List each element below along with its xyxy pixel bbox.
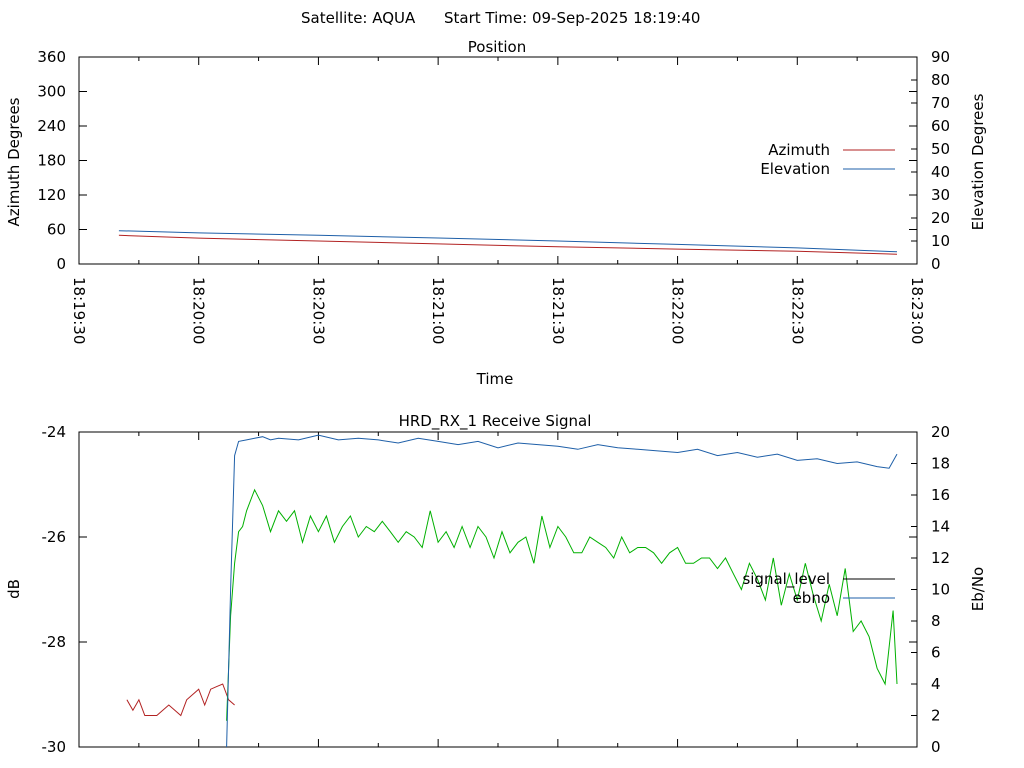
legend-label: ebno: [793, 589, 830, 607]
y2-tick-label: 40: [931, 163, 950, 181]
x-tick-label: 18:21:00: [429, 277, 447, 344]
y2-tick-label: 70: [931, 94, 950, 112]
y2-tick-label: 18: [931, 455, 950, 473]
position-chart: Position Azimuth Degrees Elevation Degre…: [5, 38, 987, 388]
y2-tick-label: 30: [931, 186, 950, 204]
x-tick-label: 18:19:30: [70, 277, 88, 344]
legend-label: Elevation: [760, 160, 830, 178]
series-line-ebno: [226, 434, 898, 748]
signal-y-axis-label: dB: [5, 579, 23, 599]
y2-tick-label: 6: [931, 644, 941, 662]
position-x-ticks: 18:19:30 18:20:00 18:20:30 18:21:00 18:21:30…: [70, 57, 926, 344]
y-tick-label: 0: [56, 255, 66, 273]
y2-tick-label: 80: [931, 71, 950, 89]
series-line-elevation: [118, 230, 898, 253]
x-tick-label: 18:21:30: [549, 277, 567, 344]
signal-y2-axis-label: Eb/No: [969, 567, 987, 611]
position-y-ticks: 0 60 120 180 240 300 360: [37, 48, 917, 273]
signal-chart: HRD_RX_1 Receive Signal dB Eb/No -30-28-…: [5, 412, 987, 756]
position-series: [118, 230, 898, 255]
satellite-label: Satellite: AQUA: [301, 9, 416, 27]
y-tick-label: -26: [42, 528, 67, 546]
y-tick-label: 120: [37, 186, 66, 204]
position-y-axis-label: Azimuth Degrees: [5, 97, 23, 226]
start-time-label: Start Time: 09-Sep-2025 18:19:40: [444, 9, 700, 27]
y2-tick-label: 0: [931, 255, 941, 273]
y2-tick-label: 50: [931, 140, 950, 158]
y2-tick-label: 12: [931, 549, 950, 567]
y-tick-label: -24: [42, 423, 67, 441]
x-tick-label: 18:22:00: [669, 277, 687, 344]
position-chart-title: Position: [468, 38, 526, 56]
signal-series: [126, 434, 898, 748]
legend-label: Azimuth: [768, 141, 830, 159]
x-tick-label: 18:20:00: [190, 277, 208, 344]
x-tick-label: 18:20:30: [309, 277, 327, 344]
y2-tick-label: 2: [931, 707, 941, 725]
signal-chart-title: HRD_RX_1 Receive Signal: [399, 412, 592, 431]
y-tick-label: 360: [37, 48, 66, 66]
legend-label: signal_level: [742, 570, 830, 589]
signal-y2-ticks: 0 2 4 6 8 10 12 14 16 18 20: [911, 423, 950, 756]
y2-tick-label: 20: [931, 423, 950, 441]
y2-tick-label: 10: [931, 581, 950, 599]
position-y2-axis-label: Elevation Degrees: [969, 93, 987, 230]
position-x-axis-label: Time: [476, 370, 514, 388]
series-line-azimuth: [118, 234, 898, 255]
y2-tick-label: 60: [931, 117, 950, 135]
signal-plot-frame: [78, 431, 918, 748]
y-tick-label: 240: [37, 117, 66, 135]
y-tick-label: -30: [42, 738, 67, 756]
signal-x-ticks: [78, 432, 918, 747]
y-tick-label: 180: [37, 152, 66, 170]
series-line-signal-level-pre-lock-: [126, 683, 235, 717]
position-y2-ticks: 0 10 20 30 40 50 60 70 80 90: [911, 48, 950, 273]
y2-tick-label: 14: [931, 518, 950, 536]
x-tick-label: 18:22:30: [788, 277, 806, 344]
y2-tick-label: 4: [931, 675, 941, 693]
y-tick-label: -28: [42, 633, 67, 651]
y2-tick-label: 20: [931, 209, 950, 227]
y-tick-label: 300: [37, 83, 66, 101]
y2-tick-label: 10: [931, 232, 950, 250]
y2-tick-label: 0: [931, 738, 941, 756]
y2-tick-label: 16: [931, 486, 950, 504]
y-tick-label: 60: [47, 221, 66, 239]
signal-y-ticks: -30 -28 -26 -24: [42, 423, 917, 756]
y2-tick-label: 8: [931, 612, 941, 630]
series-line-signal-level: [226, 488, 898, 721]
y2-tick-label: 90: [931, 48, 950, 66]
x-tick-label: 18:23:00: [908, 277, 926, 344]
